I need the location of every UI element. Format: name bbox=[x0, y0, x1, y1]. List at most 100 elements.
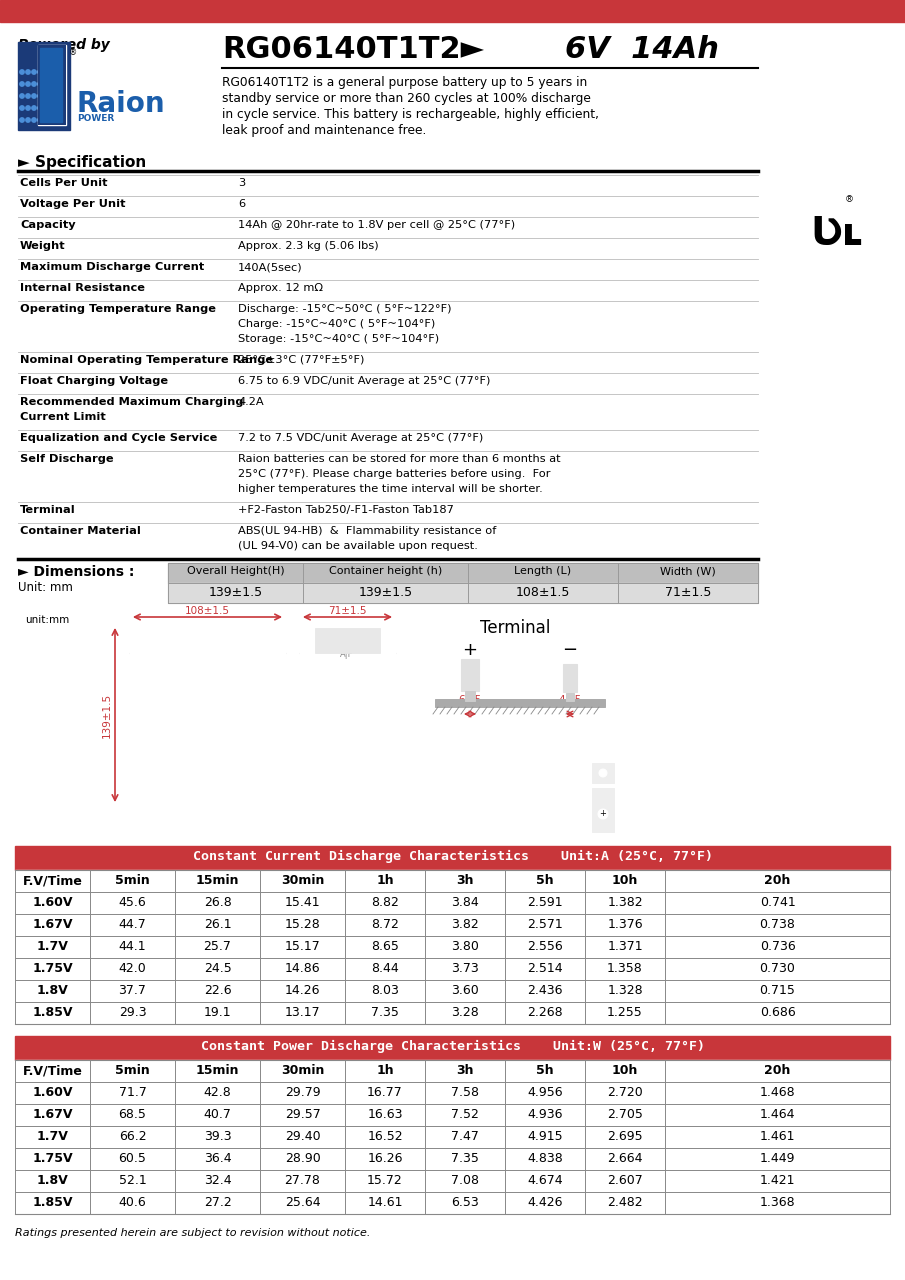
Text: Weight: Weight bbox=[20, 241, 66, 251]
Text: 1.85V: 1.85V bbox=[33, 1196, 72, 1210]
Bar bbox=[15, 846, 890, 1024]
Text: (UL 94-V0) can be available upon request.: (UL 94-V0) can be available upon request… bbox=[238, 541, 478, 550]
Text: 2.607: 2.607 bbox=[607, 1174, 643, 1187]
Text: 1h: 1h bbox=[376, 874, 394, 887]
Text: 0.686: 0.686 bbox=[759, 1006, 795, 1019]
Text: 140A(5sec): 140A(5sec) bbox=[238, 262, 302, 271]
Text: Charge: -15°C~40°C ( 5°F~104°F): Charge: -15°C~40°C ( 5°F~104°F) bbox=[238, 319, 435, 329]
Text: Length (L): Length (L) bbox=[514, 566, 572, 576]
Bar bbox=[563, 664, 577, 692]
Text: 2.482: 2.482 bbox=[607, 1196, 643, 1210]
Text: ®: ® bbox=[69, 47, 77, 58]
Circle shape bbox=[20, 93, 24, 99]
Text: 13.17: 13.17 bbox=[285, 1006, 320, 1019]
Bar bbox=[168, 563, 758, 582]
Text: Float Charging Voltage: Float Charging Voltage bbox=[20, 376, 168, 387]
Text: 1.67V: 1.67V bbox=[33, 1108, 72, 1121]
Bar bbox=[15, 1082, 890, 1103]
Text: 8.65: 8.65 bbox=[371, 940, 399, 954]
Bar bbox=[15, 1060, 890, 1082]
Text: 15.28: 15.28 bbox=[285, 918, 320, 931]
Circle shape bbox=[32, 106, 36, 110]
Text: 5min: 5min bbox=[115, 1064, 150, 1076]
Text: 44.1: 44.1 bbox=[119, 940, 147, 954]
Text: POWER: POWER bbox=[77, 114, 114, 123]
Text: 8.44: 8.44 bbox=[371, 963, 399, 975]
Text: 139±1.5: 139±1.5 bbox=[208, 586, 262, 599]
Text: Nominal Operating Temperature Range: Nominal Operating Temperature Range bbox=[20, 355, 273, 365]
Text: 39.3: 39.3 bbox=[204, 1130, 232, 1143]
Bar bbox=[300, 625, 395, 805]
Text: 2.556: 2.556 bbox=[527, 940, 563, 954]
Text: 2.720: 2.720 bbox=[607, 1085, 643, 1100]
Bar bbox=[15, 1148, 890, 1170]
Text: Capacity: Capacity bbox=[20, 220, 76, 230]
Bar bbox=[15, 1002, 890, 1024]
Bar bbox=[15, 1126, 890, 1148]
Text: Raion: Raion bbox=[76, 90, 165, 118]
Text: 60.5: 60.5 bbox=[119, 1152, 147, 1165]
Bar bbox=[0, 0, 905, 22]
Text: Maximum Discharge Current: Maximum Discharge Current bbox=[20, 262, 205, 271]
Text: 0.730: 0.730 bbox=[759, 963, 795, 975]
Text: 7.47: 7.47 bbox=[451, 1130, 479, 1143]
Text: 52.1: 52.1 bbox=[119, 1174, 147, 1187]
Text: 7.52: 7.52 bbox=[451, 1108, 479, 1121]
Text: 1.449: 1.449 bbox=[760, 1152, 795, 1165]
Text: 25.7: 25.7 bbox=[204, 940, 232, 954]
Text: 8.72: 8.72 bbox=[371, 918, 399, 931]
Text: Ratings presented herein are subject to revision without notice.: Ratings presented herein are subject to … bbox=[15, 1228, 370, 1238]
Text: 1.368: 1.368 bbox=[759, 1196, 795, 1210]
Text: Cells Per Unit: Cells Per Unit bbox=[20, 178, 108, 188]
Text: 14.61: 14.61 bbox=[367, 1196, 403, 1210]
Text: 27.78: 27.78 bbox=[284, 1174, 320, 1187]
Text: 66.2: 66.2 bbox=[119, 1130, 147, 1143]
Text: 2.591: 2.591 bbox=[528, 896, 563, 909]
Circle shape bbox=[32, 70, 36, 74]
Text: 1.371: 1.371 bbox=[607, 940, 643, 954]
Text: Constant Power Discharge Characteristics    Unit:W (25°C, 77°F): Constant Power Discharge Characteristics… bbox=[201, 1039, 704, 1053]
Text: 29.79: 29.79 bbox=[285, 1085, 320, 1100]
Text: 29.40: 29.40 bbox=[285, 1130, 320, 1143]
Text: 20h: 20h bbox=[765, 1064, 791, 1076]
Bar bbox=[435, 699, 605, 707]
Text: Ʋʟ: Ʋʟ bbox=[810, 215, 862, 253]
Circle shape bbox=[26, 70, 30, 74]
Circle shape bbox=[32, 82, 36, 86]
Text: Self Discharge: Self Discharge bbox=[20, 454, 114, 463]
Text: 4.936: 4.936 bbox=[528, 1108, 563, 1121]
Text: −: − bbox=[562, 641, 577, 659]
Text: 6V  14Ah: 6V 14Ah bbox=[565, 35, 719, 64]
Text: 4.674: 4.674 bbox=[528, 1174, 563, 1187]
Text: 2.571: 2.571 bbox=[527, 918, 563, 931]
Text: 1.67V: 1.67V bbox=[33, 918, 72, 931]
Text: Internal Resistance: Internal Resistance bbox=[20, 283, 145, 293]
Text: 45.6: 45.6 bbox=[119, 896, 147, 909]
Bar bbox=[15, 914, 890, 936]
Text: 4.2A: 4.2A bbox=[238, 397, 263, 407]
Text: Constant Current Discharge Characteristics    Unit:A (25°C, 77°F): Constant Current Discharge Characteristi… bbox=[193, 850, 712, 863]
Circle shape bbox=[20, 118, 24, 122]
Text: 4.956: 4.956 bbox=[528, 1085, 563, 1100]
Text: 14.26: 14.26 bbox=[285, 984, 320, 997]
Text: 1.468: 1.468 bbox=[759, 1085, 795, 1100]
Text: 1.464: 1.464 bbox=[760, 1108, 795, 1121]
Text: Storage: -15°C~40°C ( 5°F~104°F): Storage: -15°C~40°C ( 5°F~104°F) bbox=[238, 334, 439, 344]
Bar bbox=[15, 846, 890, 870]
Bar bbox=[15, 1036, 890, 1213]
Bar bbox=[38, 45, 66, 125]
Text: 2.514: 2.514 bbox=[528, 963, 563, 975]
Text: Raion batteries can be stored for more than 6 months at: Raion batteries can be stored for more t… bbox=[238, 454, 560, 463]
Text: 1.7V: 1.7V bbox=[36, 1130, 69, 1143]
Text: 16.52: 16.52 bbox=[367, 1130, 403, 1143]
Text: 1.85V: 1.85V bbox=[33, 1006, 72, 1019]
Circle shape bbox=[26, 93, 30, 99]
Text: RG06140T1T2►: RG06140T1T2► bbox=[222, 35, 484, 64]
Text: 1.376: 1.376 bbox=[607, 918, 643, 931]
Text: 37.7: 37.7 bbox=[119, 984, 147, 997]
Text: Terminal: Terminal bbox=[20, 506, 76, 515]
Bar bbox=[15, 1170, 890, 1192]
Text: 2.695: 2.695 bbox=[607, 1130, 643, 1143]
Text: 1.421: 1.421 bbox=[760, 1174, 795, 1187]
Text: 14Ah @ 20hr-rate to 1.8V per cell @ 25°C (77°F): 14Ah @ 20hr-rate to 1.8V per cell @ 25°C… bbox=[238, 220, 515, 230]
